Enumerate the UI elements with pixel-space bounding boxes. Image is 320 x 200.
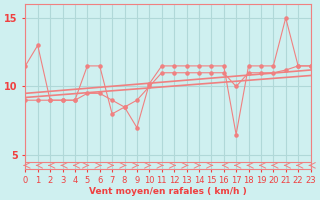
Point [35,44,40,47]
Point [234,133,239,136]
Point [172,64,177,68]
Point [172,71,177,74]
Point [246,71,251,74]
Point [23,64,28,68]
Point [134,99,140,102]
Point [60,99,65,102]
Point [296,64,301,68]
Point [147,85,152,88]
Point [196,71,202,74]
Point [122,105,127,109]
X-axis label: Vent moyen/en rafales ( km/h ): Vent moyen/en rafales ( km/h ) [89,187,247,196]
Point [258,64,263,68]
Point [221,64,226,68]
Point [184,64,189,68]
Point [72,99,77,102]
Point [48,99,53,102]
Point [134,126,140,129]
Point [159,71,164,74]
Point [184,71,189,74]
Point [159,64,164,68]
Point [271,71,276,74]
Point [296,64,301,68]
Point [109,99,115,102]
Point [85,64,90,68]
Point [221,71,226,74]
Point [283,68,288,72]
Point [97,92,102,95]
Point [308,64,313,68]
Point [234,85,239,88]
Point [308,64,313,68]
Point [209,64,214,68]
Point [209,71,214,74]
Point [246,64,251,68]
Point [109,112,115,116]
Point [147,82,152,85]
Point [72,99,77,102]
Point [196,64,202,68]
Point [258,71,263,74]
Point [271,64,276,68]
Point [97,64,102,68]
Point [85,92,90,95]
Point [283,16,288,19]
Point [23,99,28,102]
Point [122,105,127,109]
Point [60,99,65,102]
Point [48,99,53,102]
Point [35,99,40,102]
